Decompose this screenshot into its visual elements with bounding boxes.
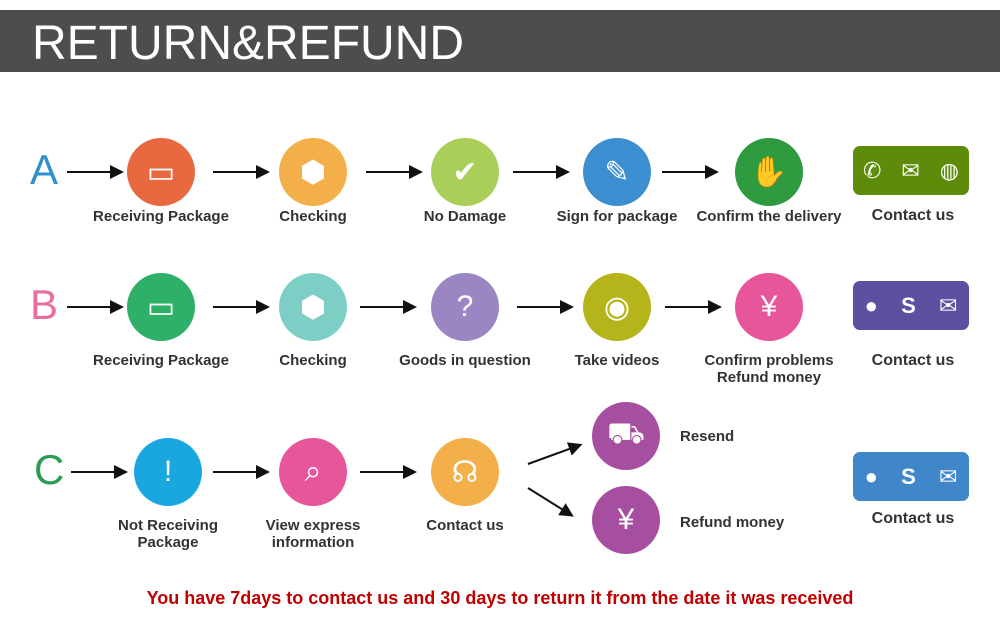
row-letter: B xyxy=(30,281,59,328)
step-label: Goods in question xyxy=(399,352,531,369)
header-banner: RETURN&REFUND xyxy=(0,10,1000,72)
contact-icons-box: ✆ ✉ ◍ xyxy=(853,146,969,195)
step-label: Checking xyxy=(279,352,347,369)
arrow-icon xyxy=(513,165,570,179)
arrow-icon xyxy=(665,300,722,314)
arrow-icon xyxy=(67,300,124,314)
skype-icon[interactable]: S xyxy=(901,463,916,489)
contact-us-label: Contact us xyxy=(871,207,955,224)
step-camera-icon: ◉ xyxy=(583,273,651,341)
step-label: Receiving Package xyxy=(93,352,229,369)
step-label: Take videos xyxy=(574,352,660,369)
step-label: Sign for package xyxy=(556,208,678,225)
step-box-icon: ▭ xyxy=(127,273,195,341)
step-open-box-icon: ⬢ xyxy=(279,138,347,206)
arrow-icon xyxy=(527,487,573,517)
step-truck-alert-icon: ! xyxy=(134,438,202,506)
chat-icon[interactable]: ● xyxy=(864,292,878,318)
step-box-icon: ▭ xyxy=(127,138,195,206)
contact-us-label: Contact us xyxy=(871,352,955,369)
step-label: No Damage xyxy=(423,208,507,225)
arrow-icon xyxy=(662,165,719,179)
outcome-label: Resend xyxy=(680,428,735,445)
arrow-icon xyxy=(71,465,128,479)
row-letter: C xyxy=(34,446,65,493)
page-title: RETURN&REFUND xyxy=(32,17,464,70)
arrow-icon xyxy=(360,465,417,479)
skype-icon[interactable]: S xyxy=(901,292,916,318)
arrow-icon xyxy=(67,165,124,179)
arrow-icon xyxy=(213,300,270,314)
outcome-label: Refund money xyxy=(680,514,785,531)
step-handshake-icon: ✋ xyxy=(735,138,803,206)
arrow-icon xyxy=(366,165,423,179)
contact-icons-box: ● S ✉ xyxy=(853,452,969,501)
step-sign-icon: ✎ xyxy=(583,138,651,206)
arrow-icon xyxy=(527,443,581,465)
row-letter: A xyxy=(30,146,59,193)
step-question-icon: ? xyxy=(431,273,499,341)
arrow-icon xyxy=(360,300,417,314)
step-open-box-icon: ⬢ xyxy=(279,273,347,341)
phone-icon[interactable]: ✆ xyxy=(862,157,882,183)
step-check-circle-icon: ✔ xyxy=(431,138,499,206)
arrow-icon xyxy=(213,165,270,179)
mail-icon[interactable]: ✉ xyxy=(938,292,958,318)
outcome-yen-refund-icon: ¥ xyxy=(592,486,660,554)
contact-us-label: Contact us xyxy=(871,510,955,527)
footer-notice: You have 7days to contact us and 30 days… xyxy=(146,588,854,608)
step-label: View express information xyxy=(265,517,361,551)
step-yen-refund-icon: ¥ xyxy=(735,273,803,341)
mail-icon[interactable]: ✉ xyxy=(901,157,920,183)
chat-icon[interactable]: ● xyxy=(864,463,878,489)
arrow-icon xyxy=(517,300,574,314)
step-label: Confirm the delivery xyxy=(696,208,842,225)
step-document-search-icon: ⌕ xyxy=(279,438,347,506)
step-label: Receiving Package xyxy=(93,208,229,225)
step-label: Contact us xyxy=(426,517,504,534)
step-label: Checking xyxy=(279,208,347,225)
arrow-icon xyxy=(213,465,270,479)
step-headset-icon: ☊ xyxy=(431,438,499,506)
step-label: Not Receiving Package xyxy=(117,517,219,551)
step-label: Confirm problems Refund money xyxy=(704,352,834,386)
outcome-truck-icon: ⛟ xyxy=(592,402,660,470)
mail-icon[interactable]: ✉ xyxy=(938,463,958,489)
wechat-icon[interactable]: ◍ xyxy=(939,157,959,183)
contact-icons-box: ● S ✉ xyxy=(853,281,969,330)
